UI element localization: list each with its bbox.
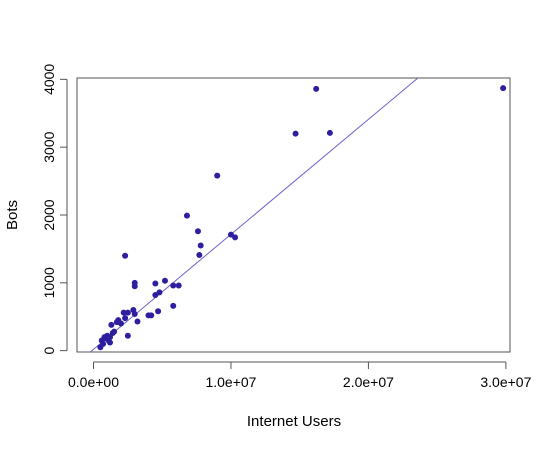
data-point — [148, 312, 155, 319]
data-point — [124, 309, 131, 316]
data-point — [232, 234, 239, 241]
y-axis: 0 1000 2000 3000 4000 — [41, 64, 68, 355]
data-point — [120, 309, 127, 316]
data-point — [196, 252, 203, 259]
data-point — [170, 282, 177, 289]
data-point — [156, 289, 163, 296]
data-point — [155, 308, 162, 315]
x-tick-label: 2.0e+07 — [343, 374, 394, 390]
data-point — [131, 311, 138, 318]
data-point — [122, 315, 129, 322]
data-point — [161, 277, 168, 284]
data-point — [152, 280, 159, 287]
data-point — [106, 339, 113, 346]
data-point — [194, 228, 201, 235]
x-axis: 0.0e+00 1.0e+07 2.0e+07 3.0e+07 — [68, 361, 532, 390]
y-tick-label: 2000 — [41, 199, 57, 230]
x-tick-label: 3.0e+07 — [480, 374, 531, 390]
y-axis-title: Bots — [4, 200, 21, 230]
data-point — [170, 302, 177, 309]
y-tick-label: 0 — [41, 347, 57, 355]
data-point — [183, 212, 190, 219]
regression-layer — [89, 77, 419, 353]
y-tick-label: 4000 — [41, 64, 57, 95]
data-point — [131, 279, 138, 286]
data-point — [500, 85, 507, 92]
data-point — [134, 318, 141, 325]
data-point — [197, 242, 204, 249]
data-point — [106, 334, 113, 341]
data-point — [292, 130, 299, 137]
data-point — [111, 328, 118, 335]
y-tick-label: 3000 — [41, 131, 57, 162]
regression-line — [89, 77, 419, 353]
data-point — [175, 282, 182, 289]
data-point — [124, 332, 131, 339]
x-tick-label: 0.0e+00 — [68, 374, 119, 390]
data-point — [100, 340, 107, 347]
x-tick-label: 1.0e+07 — [205, 374, 256, 390]
y-tick-label: 1000 — [41, 267, 57, 298]
plot-frame — [76, 77, 511, 353]
data-point — [108, 321, 115, 328]
data-point — [214, 172, 221, 179]
x-axis-title: Internet Users — [247, 413, 341, 430]
data-point — [113, 319, 120, 326]
points-layer — [97, 85, 507, 351]
data-point — [122, 252, 129, 259]
data-point — [326, 129, 333, 136]
data-point — [313, 85, 320, 92]
